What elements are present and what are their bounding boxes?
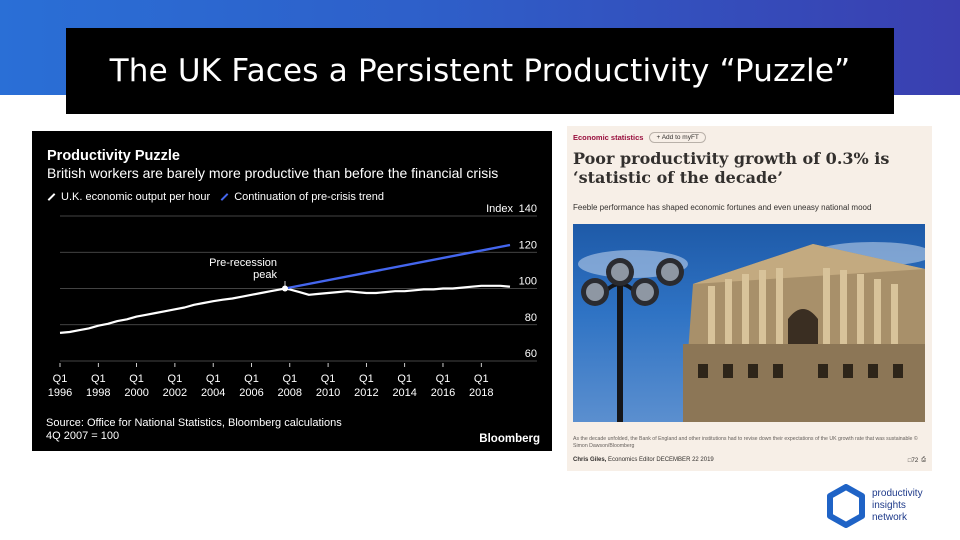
- chart-svg: 60 80 100 120 140 Index Q1 1996 Q1 1998 Q1 2000 Q1 20…: [48, 203, 537, 399]
- article-tools: □ 72 ⎙: [905, 457, 926, 464]
- logo-line-1: productivity: [872, 488, 923, 499]
- y-tick-label: 80: [525, 312, 537, 324]
- legend-label-output: U.K. economic output per hour: [61, 191, 211, 203]
- legend-swatch-trend: [220, 193, 229, 201]
- x-tick-quarter: Q1: [91, 373, 106, 385]
- x-tick-year: 2000: [124, 387, 148, 399]
- pin-logo: productivity insights network: [826, 484, 923, 528]
- x-tick-quarter: Q1: [282, 373, 297, 385]
- peak-marker: [282, 285, 288, 292]
- x-tick-year: 2002: [163, 387, 187, 399]
- hexagon-logo-icon: [827, 484, 865, 528]
- peak-label-line2: peak: [253, 269, 277, 281]
- source-line: Source: Office for National Statistics, …: [46, 417, 342, 429]
- peak-label-line1: Pre-recession: [209, 257, 277, 269]
- bank-of-england-photo: [573, 224, 925, 422]
- x-tick-year: 2004: [201, 387, 225, 399]
- x-tick-year: 2012: [354, 387, 378, 399]
- x-tick-quarter: Q1: [53, 373, 68, 385]
- base-note: 4Q 2007 = 100: [46, 430, 120, 442]
- article-headline: Poor productivity growth of 0.3% is ‘sta…: [573, 149, 890, 187]
- chart-source: Source: Office for National Statistics, …: [46, 417, 342, 443]
- x-tick-year: 1996: [48, 387, 72, 399]
- x-tick-quarter: Q1: [359, 373, 374, 385]
- logo-line-2: insights: [872, 500, 906, 511]
- title-box: The UK Faces a Persistent Productivity “…: [66, 28, 894, 114]
- chart-legend: U.K. economic output per hour Continuati…: [47, 191, 384, 203]
- x-tick-quarter: Q1: [168, 373, 183, 385]
- x-tick-quarter: Q1: [436, 373, 451, 385]
- print-icon[interactable]: ⎙: [921, 457, 926, 463]
- add-to-myft-button[interactable]: + Add to myFT: [649, 132, 706, 143]
- y-tick-label: 60: [525, 348, 537, 360]
- series-line-trend: [284, 243, 511, 290]
- bloomberg-brand: Bloomberg: [479, 433, 540, 445]
- x-tick-year: 2008: [278, 387, 302, 399]
- x-tick-year: 2006: [239, 387, 263, 399]
- publish-date: DECEMBER 22 2019: [656, 457, 714, 463]
- author-role: Economics Editor: [608, 457, 655, 463]
- chart-subtitle: British workers are barely more producti…: [47, 165, 499, 181]
- y-tick-label: 120: [519, 239, 537, 251]
- x-tick-quarter: Q1: [206, 373, 221, 385]
- x-tick-year: 1998: [86, 387, 110, 399]
- x-tick-year: 2014: [392, 387, 416, 399]
- x-tick-year: 2016: [431, 387, 455, 399]
- chart-title: Productivity Puzzle: [47, 148, 180, 164]
- legend-label-trend: Continuation of pre-crisis trend: [234, 191, 384, 203]
- slide-title: The UK Faces a Persistent Productivity “…: [109, 53, 851, 89]
- logo-line-3: network: [872, 512, 908, 523]
- legend-swatch-output: [47, 193, 56, 201]
- x-tick-quarter: Q1: [397, 373, 412, 385]
- photo-caption: As the decade unfolded, the Bank of Engl…: [573, 436, 918, 449]
- article-section-link[interactable]: Economic statistics: [573, 133, 644, 142]
- series-line-output: [59, 284, 511, 334]
- author-link[interactable]: Chris Giles,: [573, 457, 607, 463]
- comment-count[interactable]: 72: [911, 457, 919, 464]
- y-axis-label: Index: [486, 203, 513, 215]
- logo-text: productivity insights network: [872, 488, 923, 524]
- x-tick-year: 2018: [469, 387, 493, 399]
- article-topbar: Economic statistics + Add to myFT: [573, 132, 706, 143]
- x-tick-quarter: Q1: [474, 373, 489, 385]
- bloomberg-chart: 60 80 100 120 140 Index Q1 1996 Q1 1998 Q1 2000 Q1 20…: [32, 131, 552, 451]
- y-tick-label: 100: [519, 276, 537, 288]
- article-byline: Chris Giles, Economics Editor DECEMBER 2…: [573, 457, 714, 463]
- x-tick-quarter: Q1: [244, 373, 259, 385]
- article-standfirst: Feeble performance has shaped economic f…: [573, 203, 872, 212]
- bank-of-england-illustration: [578, 242, 925, 422]
- x-tick-quarter: Q1: [129, 373, 144, 385]
- x-tick-quarter: Q1: [321, 373, 336, 385]
- y-tick-label: 140: [519, 203, 537, 215]
- x-tick-year: 2010: [316, 387, 340, 399]
- comment-icon[interactable]: □: [907, 457, 912, 464]
- ft-article-card: Economic statistics + Add to myFT Poor p…: [567, 126, 932, 471]
